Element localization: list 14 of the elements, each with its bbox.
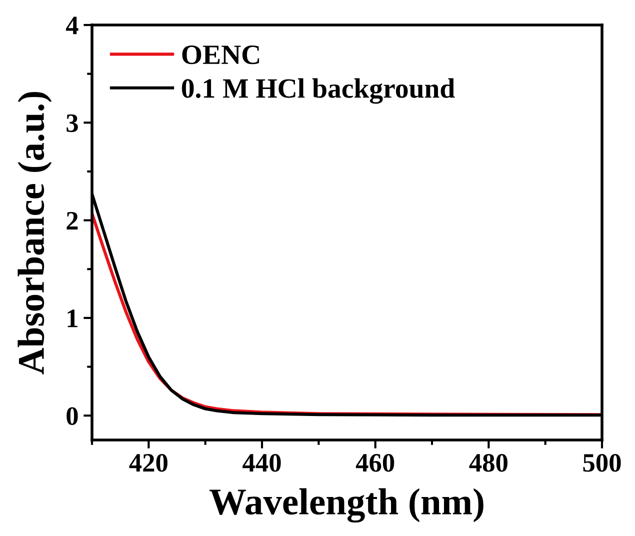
y-tick-label: 4	[66, 16, 78, 34]
legend-label: 0.1 M HCl background	[182, 78, 455, 104]
x-axis-title: Wavelength (nm)	[210, 488, 484, 523]
legend-label: OENC	[182, 45, 260, 64]
x-tick-label: 440	[242, 454, 281, 472]
x-tick-label: 420	[129, 454, 168, 472]
y-tick-label: 1	[68, 310, 78, 328]
y-tick-label: 3	[66, 114, 78, 132]
x-tick-label: 480	[469, 454, 508, 472]
y-axis-title: Absorbance (a.u.)	[18, 92, 52, 374]
y-tick-label: 2	[66, 212, 78, 230]
y-tick-label: 0	[66, 407, 78, 426]
x-tick-label: 460	[356, 454, 394, 472]
x-tick-label: 500	[583, 454, 621, 472]
